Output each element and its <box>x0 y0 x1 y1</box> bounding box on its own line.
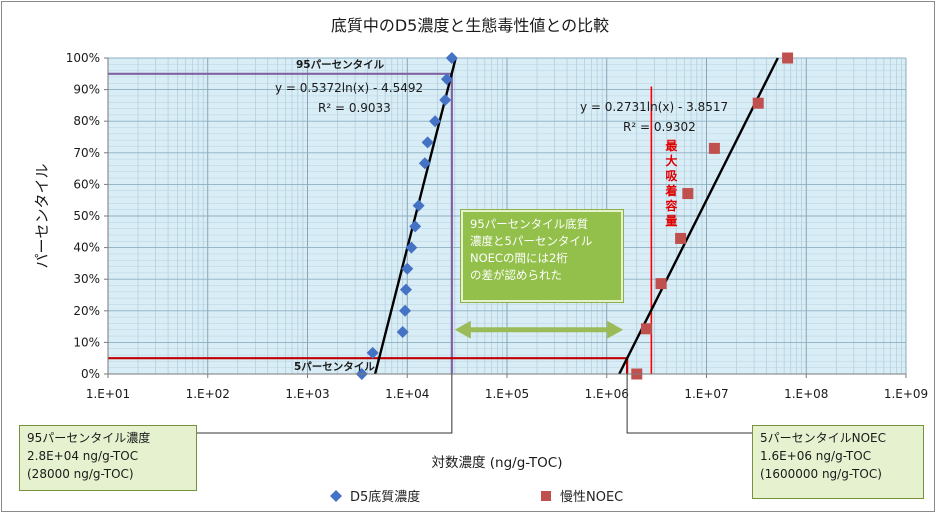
point-noec <box>752 97 764 109</box>
y-tick-label: 10% <box>73 335 100 349</box>
square-icon <box>541 490 551 501</box>
point-d5 <box>405 241 418 254</box>
max-adsorption-label-char: 最 <box>665 139 678 153</box>
callout-p5-line1: 5パーセンタイルNOEC <box>760 431 887 445</box>
gap-arrow-right-head <box>607 320 624 339</box>
annotations: 95パーセンタイル 5パーセンタイル y = 0.5372ln(x) - 4.5… <box>33 59 728 471</box>
x-tick-label: 1.E+03 <box>285 387 329 401</box>
x-tick-label: 1.E+05 <box>485 387 529 401</box>
legend-item-noec: 慢性NOEC <box>540 486 623 505</box>
trendlines <box>373 57 779 375</box>
x-tick-label: 1.E+01 <box>86 387 130 401</box>
point-d5 <box>409 220 422 233</box>
point-noec <box>682 188 694 200</box>
max-adsorption-label-char: 吸 <box>665 169 678 183</box>
trendline-d5 <box>373 57 457 375</box>
x-tick-label: 1.E+06 <box>585 387 629 401</box>
callout-p5-line3: (1600000 ng/g-TOC) <box>760 467 882 481</box>
trendline-noec <box>618 57 779 375</box>
point-noec <box>782 52 794 64</box>
point-d5 <box>399 283 412 296</box>
y-axis-title: パーセンタイル <box>33 163 51 268</box>
max-adsorption-label-char: 量 <box>665 214 677 228</box>
trend-equation-d5: y = 0.5372ln(x) - 4.5492 <box>275 81 423 95</box>
point-noec <box>640 323 652 335</box>
gap-arrow-left-head <box>454 320 471 339</box>
callout-gap-line2: 濃度と5パーセンタイル <box>470 234 593 248</box>
callout-left-connector <box>197 374 453 434</box>
y-tick-label: 70% <box>73 146 100 160</box>
point-d5 <box>399 304 412 317</box>
y-tick-label: 20% <box>73 304 100 318</box>
point-d5 <box>396 325 409 338</box>
trend-r2-d5: R² = 0.9033 <box>318 101 391 115</box>
x-axis-title: 対数濃度 (ng/g-TOC) <box>432 455 563 471</box>
x-tick-label: 1.E+09 <box>884 387 928 401</box>
max-adsorption-label-char: 容 <box>664 198 677 213</box>
callout-p95-line3: (28000 ng/g-TOC) <box>27 467 134 481</box>
callout-gap-line4: の差が認められた <box>470 268 562 282</box>
point-d5 <box>440 73 453 86</box>
point-d5 <box>421 136 434 149</box>
legend-item-d5: D5底質濃度 <box>330 486 420 505</box>
callout-connectors <box>197 374 752 434</box>
point-d5 <box>429 115 442 128</box>
point-noec <box>675 232 687 244</box>
y-tick-label: 0% <box>81 367 100 381</box>
x-tick-label: 1.E+08 <box>784 387 828 401</box>
callout-p5-line2: 1.6E+06 ng/g-TOC <box>760 449 872 463</box>
y-tick-label: 50% <box>73 209 100 223</box>
callout-gap-note: 95パーセンタイル底質 濃度と5パーセンタイル NOECの間には2桁 の差が認め… <box>461 210 623 302</box>
y-tick-label: 30% <box>73 272 100 286</box>
p5-label: 5パーセンタイル <box>294 361 375 373</box>
callout-gap-line1: 95パーセンタイル底質 <box>470 217 589 231</box>
y-tick-label: 40% <box>73 241 100 255</box>
callout-p95-line2: 2.8E+04 ng/g-TOC <box>27 449 139 463</box>
chart-title: 底質中のD5濃度と生態毒性値との比較 <box>331 16 609 35</box>
legend-label-d5: D5底質濃度 <box>350 490 421 505</box>
callout-p95-line1: 95パーセンタイル濃度 <box>27 431 151 445</box>
p95-label: 95パーセンタイル <box>296 59 385 71</box>
point-noec <box>708 142 720 154</box>
callout-p95-concentration: 95パーセンタイル濃度 2.8E+04 ng/g-TOC (28000 ng/g… <box>19 425 197 491</box>
x-tick-label: 1.E+04 <box>385 387 429 401</box>
diamond-icon <box>330 489 342 502</box>
legend: D5底質濃度 慢性NOEC <box>0 486 934 506</box>
point-d5 <box>412 199 425 212</box>
point-d5 <box>401 262 414 275</box>
point-d5 <box>366 346 379 359</box>
x-tick-label: 1.E+02 <box>186 387 230 401</box>
point-d5 <box>418 157 431 170</box>
axes: 1.E+01 1.E+02 1.E+03 1.E+04 1.E+05 1.E+06 1.E+… <box>66 51 928 401</box>
point-d5 <box>439 94 452 107</box>
y-tick-label: 100% <box>66 51 100 65</box>
max-adsorption-label-char: 着 <box>664 183 677 198</box>
callout-right-connector <box>626 374 752 434</box>
y-tick-label: 60% <box>73 177 100 191</box>
callout-gap-line3: NOECの間には2桁 <box>470 251 568 265</box>
legend-label-noec: 慢性NOEC <box>560 490 624 505</box>
point-noec <box>655 278 667 290</box>
max-adsorption-label: 最大吸着容量 <box>664 139 678 228</box>
x-tick-label: 1.E+07 <box>684 387 728 401</box>
y-tick-label: 80% <box>73 114 100 128</box>
y-tick-label: 90% <box>73 83 100 97</box>
trend-equation-noec: y = 0.2731ln(x) - 3.8517 <box>580 100 728 114</box>
trend-r2-noec: R² = 0.9302 <box>623 120 696 134</box>
point-d5 <box>445 52 458 64</box>
callout-p5-noec: 5パーセンタイルNOEC 1.6E+06 ng/g-TOC (1600000 n… <box>752 425 924 499</box>
max-adsorption-label-char: 大 <box>665 153 677 168</box>
